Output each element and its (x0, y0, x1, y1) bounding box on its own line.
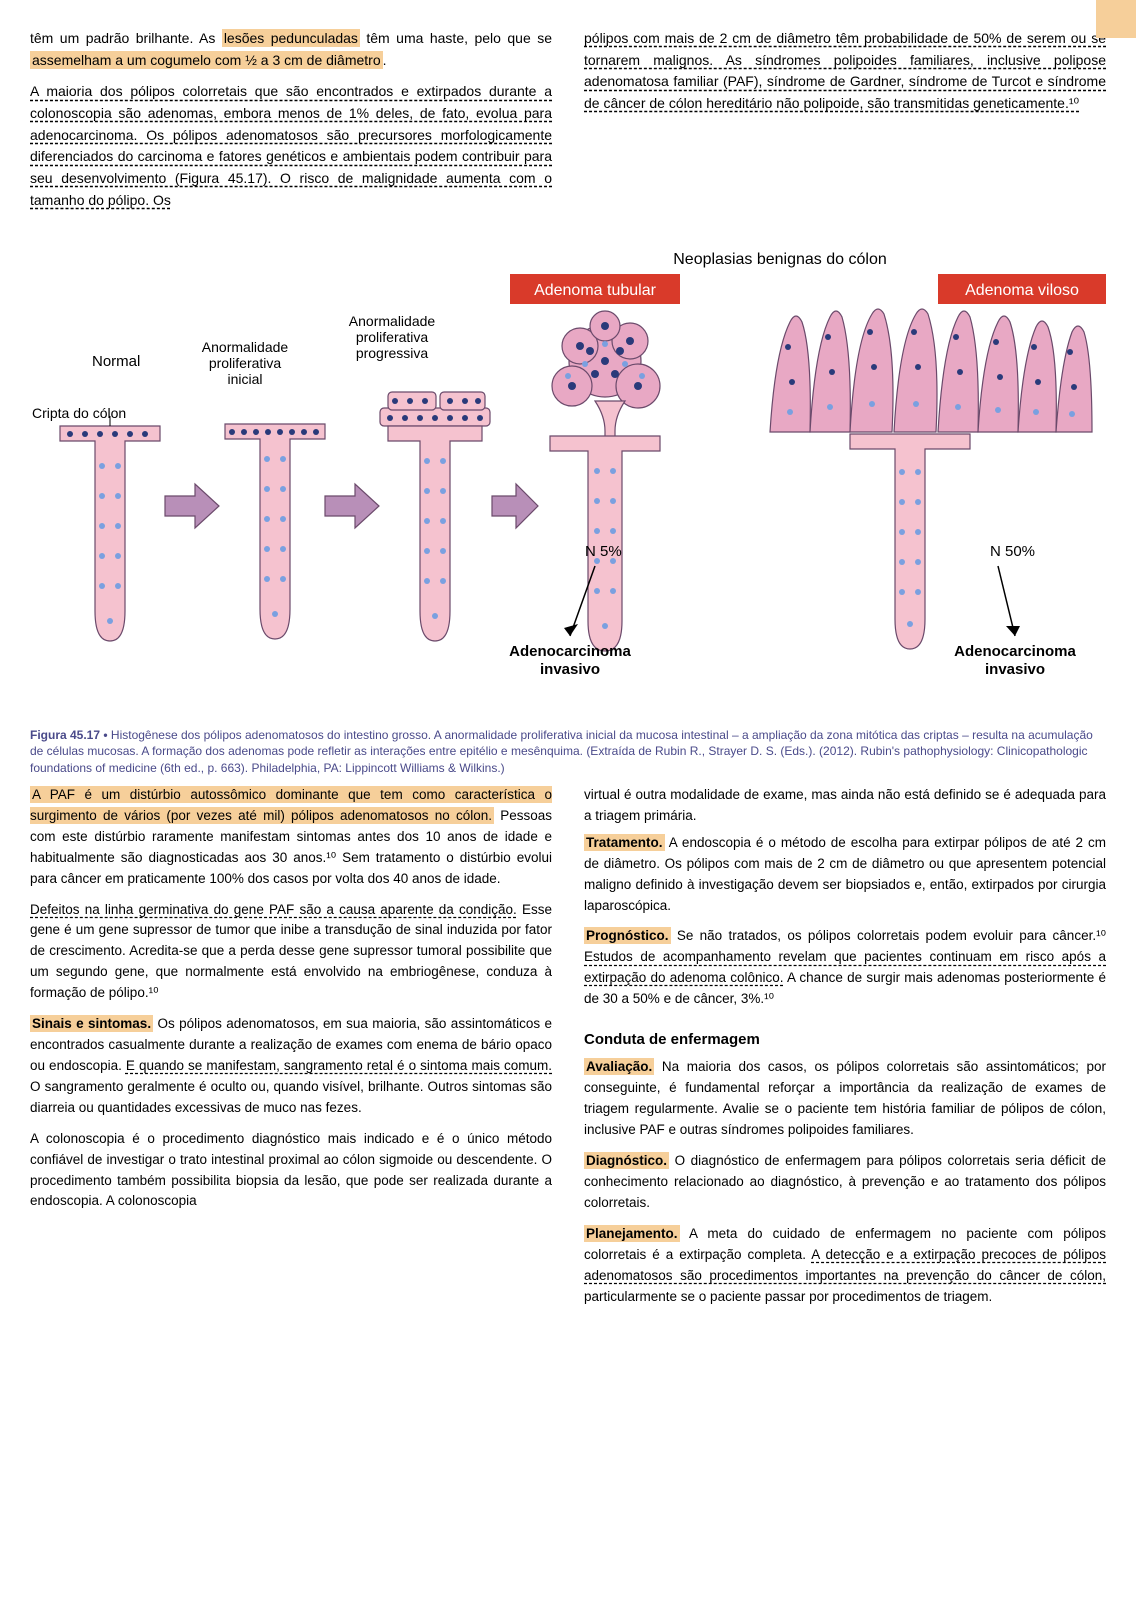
left-p2: Defeitos na linha germinativa do gene PA… (30, 900, 552, 1005)
hdr-conduta-enfermagem: Conduta de enfermagem (584, 1028, 1106, 1051)
lbl-anorm-init-3: inicial (227, 371, 262, 387)
figure-45-17: Neoplasias benignas do cólon Adenoma tub… (30, 246, 1106, 777)
lbl-anorm-prog-3: progressiva (356, 345, 429, 361)
ud: E quando se manifestam, sangramento reta… (126, 1058, 552, 1073)
red-box-right-text: Adenoma viloso (965, 282, 1079, 299)
left-p1: A PAF é um distúrbio autossômico dominan… (30, 785, 552, 890)
figure-svg: Neoplasias benignas do cólon Adenoma tub… (30, 246, 1106, 716)
ud: A maioria dos pólipos colorretais que sã… (30, 83, 552, 207)
adeno-left-1: Adenocarcinoma (509, 643, 631, 660)
txt: . (383, 52, 387, 68)
right-aval: Avaliação. Na maioria dos casos, os póli… (584, 1057, 1106, 1141)
lbl-anorm-init-2: proliferativa (209, 355, 282, 371)
col-left: A PAF é um distúrbio autossômico dominan… (30, 785, 552, 1318)
ud: pólipos com mais de 2 cm de diâmetro têm… (584, 30, 1106, 111)
txt: A colonoscopia é o procedimento diagnóst… (30, 1131, 552, 1209)
hdr-prognostico: Prognóstico. (584, 927, 671, 944)
page-corner-marker (1096, 0, 1136, 38)
lbl-cripta: Cripta do cólon (32, 405, 126, 421)
arrowhead-left (564, 624, 578, 636)
col-right: virtual é outra modalidade de exame, mas… (584, 785, 1106, 1318)
fig-top-label: Neoplasias benignas do cólon (673, 251, 886, 268)
crypt-initial (225, 424, 325, 639)
top-col-left: têm um padrão brilhante. As lesões pedun… (30, 28, 552, 222)
left-p4: A colonoscopia é o procedimento diagnóst… (30, 1129, 552, 1213)
adeno-left-2: invasivo (540, 661, 600, 678)
body-columns: A PAF é um distúrbio autossômico dominan… (30, 785, 1106, 1318)
txt: têm uma haste, pelo que se (360, 30, 552, 46)
right-plan: Planejamento. A meta do cuidado de enfer… (584, 1224, 1106, 1308)
arrow-1 (165, 484, 219, 528)
lbl-anorm-init-1: Anormalidade (202, 339, 289, 355)
hdr-sinais: Sinais e sintomas. (30, 1015, 153, 1032)
top-p2: A maioria dos pólipos colorretais que sã… (30, 81, 552, 211)
top-p3: pólipos com mais de 2 cm de diâmetro têm… (584, 28, 1106, 115)
line-right (998, 566, 1015, 636)
txt: têm um padrão brilhante. As (30, 30, 222, 46)
adeno-right-2: invasivo (985, 661, 1045, 678)
crypt-normal (60, 416, 160, 641)
ud: Defeitos na linha germinativa do gene PA… (30, 902, 517, 917)
hdr-diagnostico: Diagnóstico. (584, 1152, 669, 1169)
right-trat: Tratamento. A endoscopia é o método de e… (584, 833, 1106, 917)
tubular-adenoma (550, 311, 660, 651)
lbl-anorm-prog-2: proliferativa (356, 329, 429, 345)
top-text-columns: têm um padrão brilhante. As lesões pedun… (30, 28, 1106, 222)
caption-lead: Figura 45.17 • (30, 728, 108, 742)
red-box-left-text: Adenoma tubular (534, 282, 657, 299)
adeno-right-1: Adenocarcinoma (954, 643, 1076, 660)
crypt-progressive (380, 392, 490, 641)
hdr-planejamento: Planejamento. (584, 1225, 680, 1242)
left-p3: Sinais e sintomas. Os pólipos adenomatos… (30, 1014, 552, 1119)
lbl-normal: Normal (92, 353, 140, 370)
hl-block: A PAF é um distúrbio autossômico dominan… (30, 786, 552, 824)
hdr-tratamento: Tratamento. (584, 834, 665, 851)
arrowhead-right (1006, 626, 1020, 636)
pct-left: N 5% (585, 543, 622, 560)
right-prog: Prognóstico. Se não tratados, os pólipos… (584, 926, 1106, 1010)
caption-body: Histogênese dos pólipos adenomatosos do … (30, 728, 1093, 776)
txt: virtual é outra modalidade de exame, mas… (584, 787, 1106, 823)
hl: lesões pedunculadas (222, 29, 360, 47)
right-diag: Diagnóstico. O diagnóstico de enfermagem… (584, 1151, 1106, 1214)
hdr-avaliacao: Avaliação. (584, 1058, 654, 1075)
lbl-anorm-prog-1: Anormalidade (349, 313, 436, 329)
figure-caption: Figura 45.17 • Histogênese dos pólipos a… (30, 727, 1106, 777)
txt: particularmente se o paciente passar por… (584, 1289, 992, 1304)
top-col-right: pólipos com mais de 2 cm de diâmetro têm… (584, 28, 1106, 222)
txt: Se não tratados, os pólipos colorretais … (677, 928, 1106, 943)
pct-right: N 50% (990, 543, 1035, 560)
txt: Na maioria dos casos, os pólipos colorre… (584, 1059, 1106, 1137)
txt: O sangramento geralmente é oculto ou, qu… (30, 1079, 552, 1115)
villous-adenoma (770, 309, 1092, 649)
arrow-2 (325, 484, 379, 528)
top-p1: têm um padrão brilhante. As lesões pedun… (30, 28, 552, 71)
hl: assemelham a um cogumelo com ½ a 3 cm de… (30, 51, 383, 69)
right-p0: virtual é outra modalidade de exame, mas… (584, 785, 1106, 827)
arrow-3 (492, 484, 538, 528)
